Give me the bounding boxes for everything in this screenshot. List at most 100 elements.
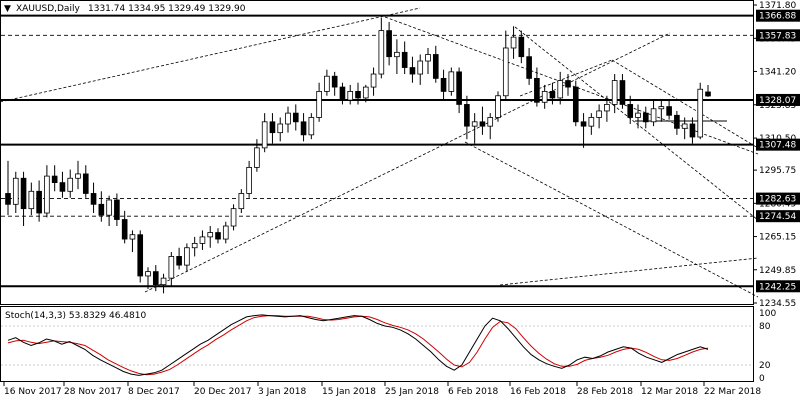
level-label-bg [756, 29, 800, 42]
candle-body [28, 190, 35, 210]
candle-body [121, 219, 128, 240]
time-axis: 16 Nov 2017 28 Nov 2017 8 Dec 2017 20 Dec 2… [3, 382, 761, 397]
candle-body [464, 104, 470, 127]
candle-body [230, 208, 237, 227]
time-tick-label: 8 Dec 2017 [128, 387, 180, 397]
candle-body [627, 104, 634, 118]
level-label-bg [756, 93, 800, 106]
candle-body [114, 199, 120, 220]
candle-body [378, 30, 385, 75]
candle-body [635, 112, 641, 118]
level-label-bg [756, 192, 800, 205]
candle-body [184, 247, 190, 266]
level-label: 1274.54 [759, 212, 796, 222]
candle-body [82, 173, 89, 194]
candle-body [285, 112, 291, 125]
time-tick-label: 6 Feb 2018 [448, 387, 499, 397]
candle-body [254, 147, 260, 168]
level-label: 1366.88 [759, 12, 796, 22]
candle-body [215, 232, 221, 240]
time-tick-label: 3 Jan 2018 [258, 387, 306, 397]
stoch-header: Stoch(14,3,3) 53.8329 46.4810 [5, 311, 146, 321]
candle-body [355, 91, 361, 99]
candle-body [650, 108, 657, 123]
candle-body [246, 167, 252, 194]
candle-body [75, 173, 81, 179]
candle-body [518, 36, 525, 58]
stoch-axis-label: 80 [759, 322, 771, 332]
candle-body [51, 175, 58, 184]
candle-body [526, 56, 532, 79]
level-label-bg [756, 9, 800, 22]
price-axis: 1371.801356.451341.201325.851310.501295.… [753, 1, 796, 309]
stoch-axis-label: 100 [759, 309, 776, 319]
candle-body [339, 86, 346, 101]
candle-body [580, 121, 587, 127]
time-tick-label: 20 Dec 2017 [194, 387, 252, 397]
price-tick-label: 1249.85 [759, 266, 796, 276]
level-label: 1242.25 [759, 282, 796, 292]
candle-body [596, 110, 602, 118]
candle-body [277, 123, 284, 134]
level-label-bg [756, 138, 800, 151]
candle-body [417, 60, 424, 75]
candle-body [440, 77, 447, 92]
time-tick-label: 16 Nov 2017 [4, 387, 62, 397]
trendline [611, 59, 759, 149]
candle-body [67, 177, 74, 192]
level-labels: 1366.88 1357.83 1328.07 1307.48 1282.63 1274.… [756, 9, 800, 293]
candle-body [292, 112, 299, 123]
trendlines [0, 7, 759, 298]
stochastic-oscillator: 100 80 20 0 [1, 309, 776, 384]
candle-body [471, 121, 478, 127]
candle-body [479, 121, 486, 127]
level-label-bg [756, 210, 800, 223]
level-label-bg [756, 280, 800, 293]
candle-body [137, 234, 144, 277]
candle-body [572, 86, 579, 123]
candle-body [541, 91, 548, 103]
candle-body [347, 91, 354, 101]
candle-body [5, 193, 11, 205]
candle-body [145, 271, 151, 277]
candle-body [152, 271, 159, 286]
ohlc-values: 1331.74 1334.95 1329.49 1329.90 [88, 4, 246, 14]
candle-body [557, 80, 564, 99]
candle-body [534, 77, 540, 103]
candle-body [168, 256, 175, 279]
trendline [0, 7, 421, 103]
candle-body [160, 277, 167, 286]
candle-body [316, 91, 322, 118]
candle-body [611, 80, 618, 105]
candle-body [20, 177, 27, 210]
stoch-axis-label: 20 [759, 361, 771, 371]
candle-body [238, 193, 245, 210]
candle-body [549, 91, 556, 99]
candle-body [588, 117, 595, 127]
candle-body [697, 88, 704, 138]
candle-body [674, 114, 680, 129]
trendline [144, 32, 671, 293]
candle-body [300, 121, 307, 136]
time-tick-label: 22 Mar 2018 [704, 387, 761, 397]
time-tick-label: 15 Jan 2018 [322, 387, 376, 397]
candle-body [565, 80, 571, 88]
candle-body [604, 104, 610, 112]
candle-body [331, 75, 338, 88]
candle-body [642, 112, 649, 123]
level-label: 1307.48 [759, 141, 796, 151]
trendline [514, 26, 759, 221]
candle-body [176, 256, 182, 266]
candle-body [269, 121, 276, 134]
price-tick-label: 1265.15 [759, 233, 796, 243]
time-tick-label: 25 Jan 2018 [385, 387, 439, 397]
trendline [384, 16, 759, 155]
time-tick-label: 28 Feb 2018 [577, 387, 633, 397]
level-label: 1328.07 [759, 96, 796, 106]
candle-body [409, 67, 416, 75]
candle-body [324, 75, 330, 92]
collapse-triangle-icon[interactable]: ▼ [4, 4, 11, 14]
candle-body [510, 36, 517, 49]
